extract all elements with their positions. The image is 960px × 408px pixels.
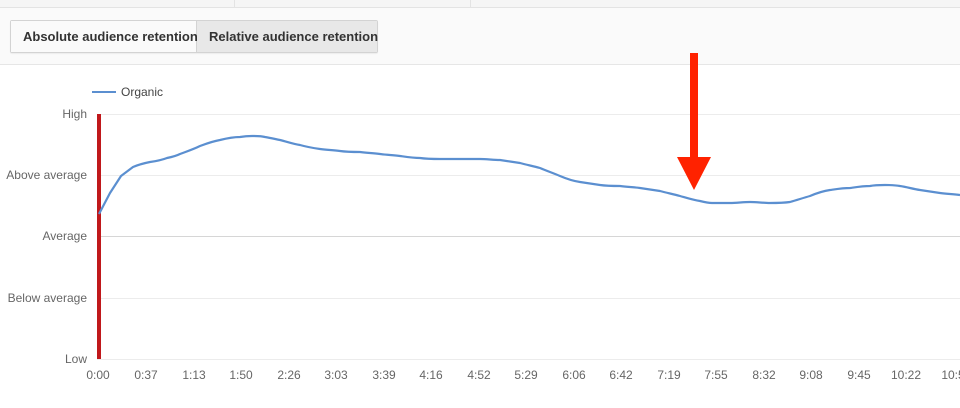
y-label-below-average: Below average bbox=[7, 291, 87, 305]
y-label-high: High bbox=[62, 107, 87, 121]
x-tick-label: 8:32 bbox=[752, 368, 776, 382]
x-tick-label: 0:00 bbox=[86, 368, 110, 382]
legend-line-swatch-icon bbox=[92, 91, 116, 93]
playhead-marker bbox=[97, 114, 101, 359]
annotation-arrow bbox=[677, 53, 711, 190]
gridlines bbox=[97, 114, 960, 360]
arrow-shaft bbox=[690, 53, 698, 159]
x-tick-label: 3:39 bbox=[372, 368, 396, 382]
x-tick-label: 4:52 bbox=[467, 368, 491, 382]
x-tick-label: 9:45 bbox=[847, 368, 871, 382]
x-tick-label: 3:03 bbox=[324, 368, 348, 382]
chart-legend[interactable]: Organic bbox=[92, 85, 163, 99]
x-tick-label: 4:16 bbox=[419, 368, 443, 382]
x-tick-label: 10:5 bbox=[941, 368, 960, 382]
top-tab-strip bbox=[0, 0, 960, 8]
x-tick-label: 6:42 bbox=[609, 368, 633, 382]
y-label-above-average: Above average bbox=[6, 168, 87, 182]
organic-retention-line bbox=[98, 134, 960, 215]
x-tick-label: 0:37 bbox=[134, 368, 158, 382]
x-tick-label: 10:22 bbox=[890, 368, 922, 382]
y-label-average: Average bbox=[42, 229, 87, 243]
x-tick-label: 1:13 bbox=[182, 368, 206, 382]
legend-label-organic: Organic bbox=[121, 85, 164, 99]
relative-retention-button[interactable]: Relative audience retention bbox=[197, 21, 378, 52]
tab-divider bbox=[470, 0, 471, 7]
tab-divider bbox=[234, 0, 235, 7]
x-tick-label: 1:50 bbox=[229, 368, 253, 382]
x-tick-label: 6:06 bbox=[562, 368, 586, 382]
absolute-retention-button[interactable]: Absolute audience retention bbox=[11, 21, 198, 52]
x-tick-label: 7:55 bbox=[704, 368, 728, 382]
x-tick-label: 2:26 bbox=[277, 368, 301, 382]
y-label-low: Low bbox=[64, 352, 87, 366]
x-tick-label: 9:08 bbox=[799, 368, 823, 382]
x-tick-label: 7:19 bbox=[657, 368, 681, 382]
arrow-down-icon bbox=[677, 157, 711, 190]
retention-toggle: Absolute audience retention Relative aud… bbox=[10, 20, 378, 53]
x-tick-label: 5:29 bbox=[514, 368, 538, 382]
